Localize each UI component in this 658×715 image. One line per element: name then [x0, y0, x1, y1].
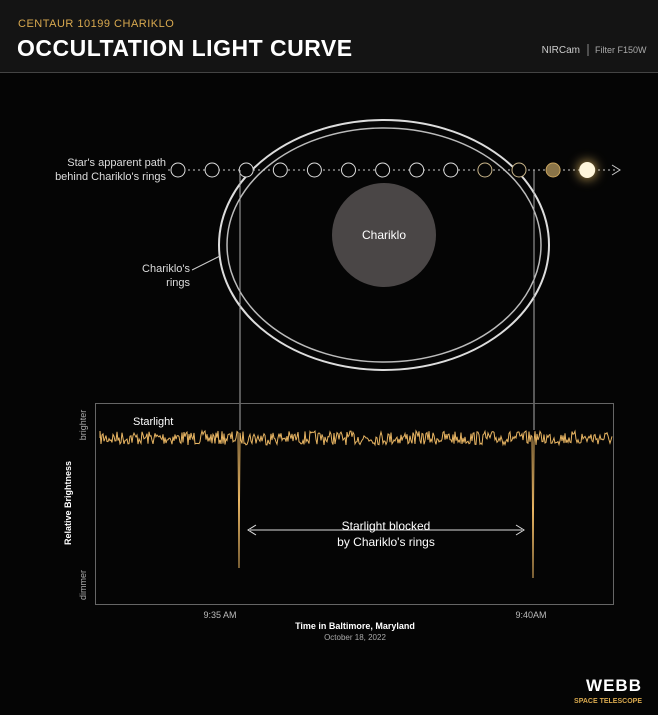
- light-curve: [99, 429, 613, 579]
- y-high: brighter: [78, 410, 88, 441]
- rings-label: rings: [166, 277, 190, 289]
- star-position: [238, 162, 254, 178]
- star-position: [204, 162, 220, 178]
- path-label: behind Chariklo's rings: [55, 171, 166, 183]
- rings-pointer: [191, 255, 221, 271]
- outer-ring: [218, 119, 550, 371]
- x-tick-label: 9:35 AM: [203, 610, 236, 620]
- filter: Filter F150W: [595, 45, 647, 55]
- star-position: [272, 162, 288, 178]
- star-position: [170, 162, 186, 178]
- x-title: Time in Baltimore, Maryland: [295, 621, 415, 631]
- logo-subtitle: SPACE TELESCOPE: [574, 698, 642, 705]
- title: OCCULTATION LIGHT CURVE: [17, 35, 353, 61]
- inner-ring: [226, 127, 542, 363]
- header-band: [0, 0, 658, 72]
- plot-frame: [95, 403, 614, 605]
- rings-label: Chariklo's: [142, 263, 190, 275]
- kicker: CENTAUR 10199 CHARIKLO: [18, 18, 174, 30]
- star-position: [443, 162, 459, 178]
- path-arrow: [611, 164, 621, 176]
- date: October 18, 2022: [324, 633, 386, 642]
- star-position: [545, 162, 561, 178]
- chariklo: [332, 183, 436, 287]
- star-position: [306, 162, 322, 178]
- arrow-heads: [247, 524, 525, 536]
- star-position: [511, 162, 527, 178]
- star-position: [579, 162, 596, 178]
- star-position: [477, 162, 493, 178]
- blocked-label: by Chariklo's rings: [337, 535, 435, 549]
- star-position: [375, 162, 391, 178]
- body-label: Chariklo: [362, 228, 406, 242]
- star-position: [341, 162, 356, 178]
- path-label: Star's apparent path: [67, 157, 166, 169]
- y-title: Relative Brightness: [63, 461, 73, 545]
- blocked-label: Starlight blocked: [342, 519, 431, 533]
- logo-name: WEBB: [586, 676, 642, 695]
- instrument: NIRCam: [542, 45, 580, 56]
- series-label: Starlight: [133, 416, 173, 428]
- x-tick-label: 9:40AM: [515, 610, 546, 620]
- y-low: dimmer: [78, 570, 88, 600]
- star-position: [409, 162, 425, 178]
